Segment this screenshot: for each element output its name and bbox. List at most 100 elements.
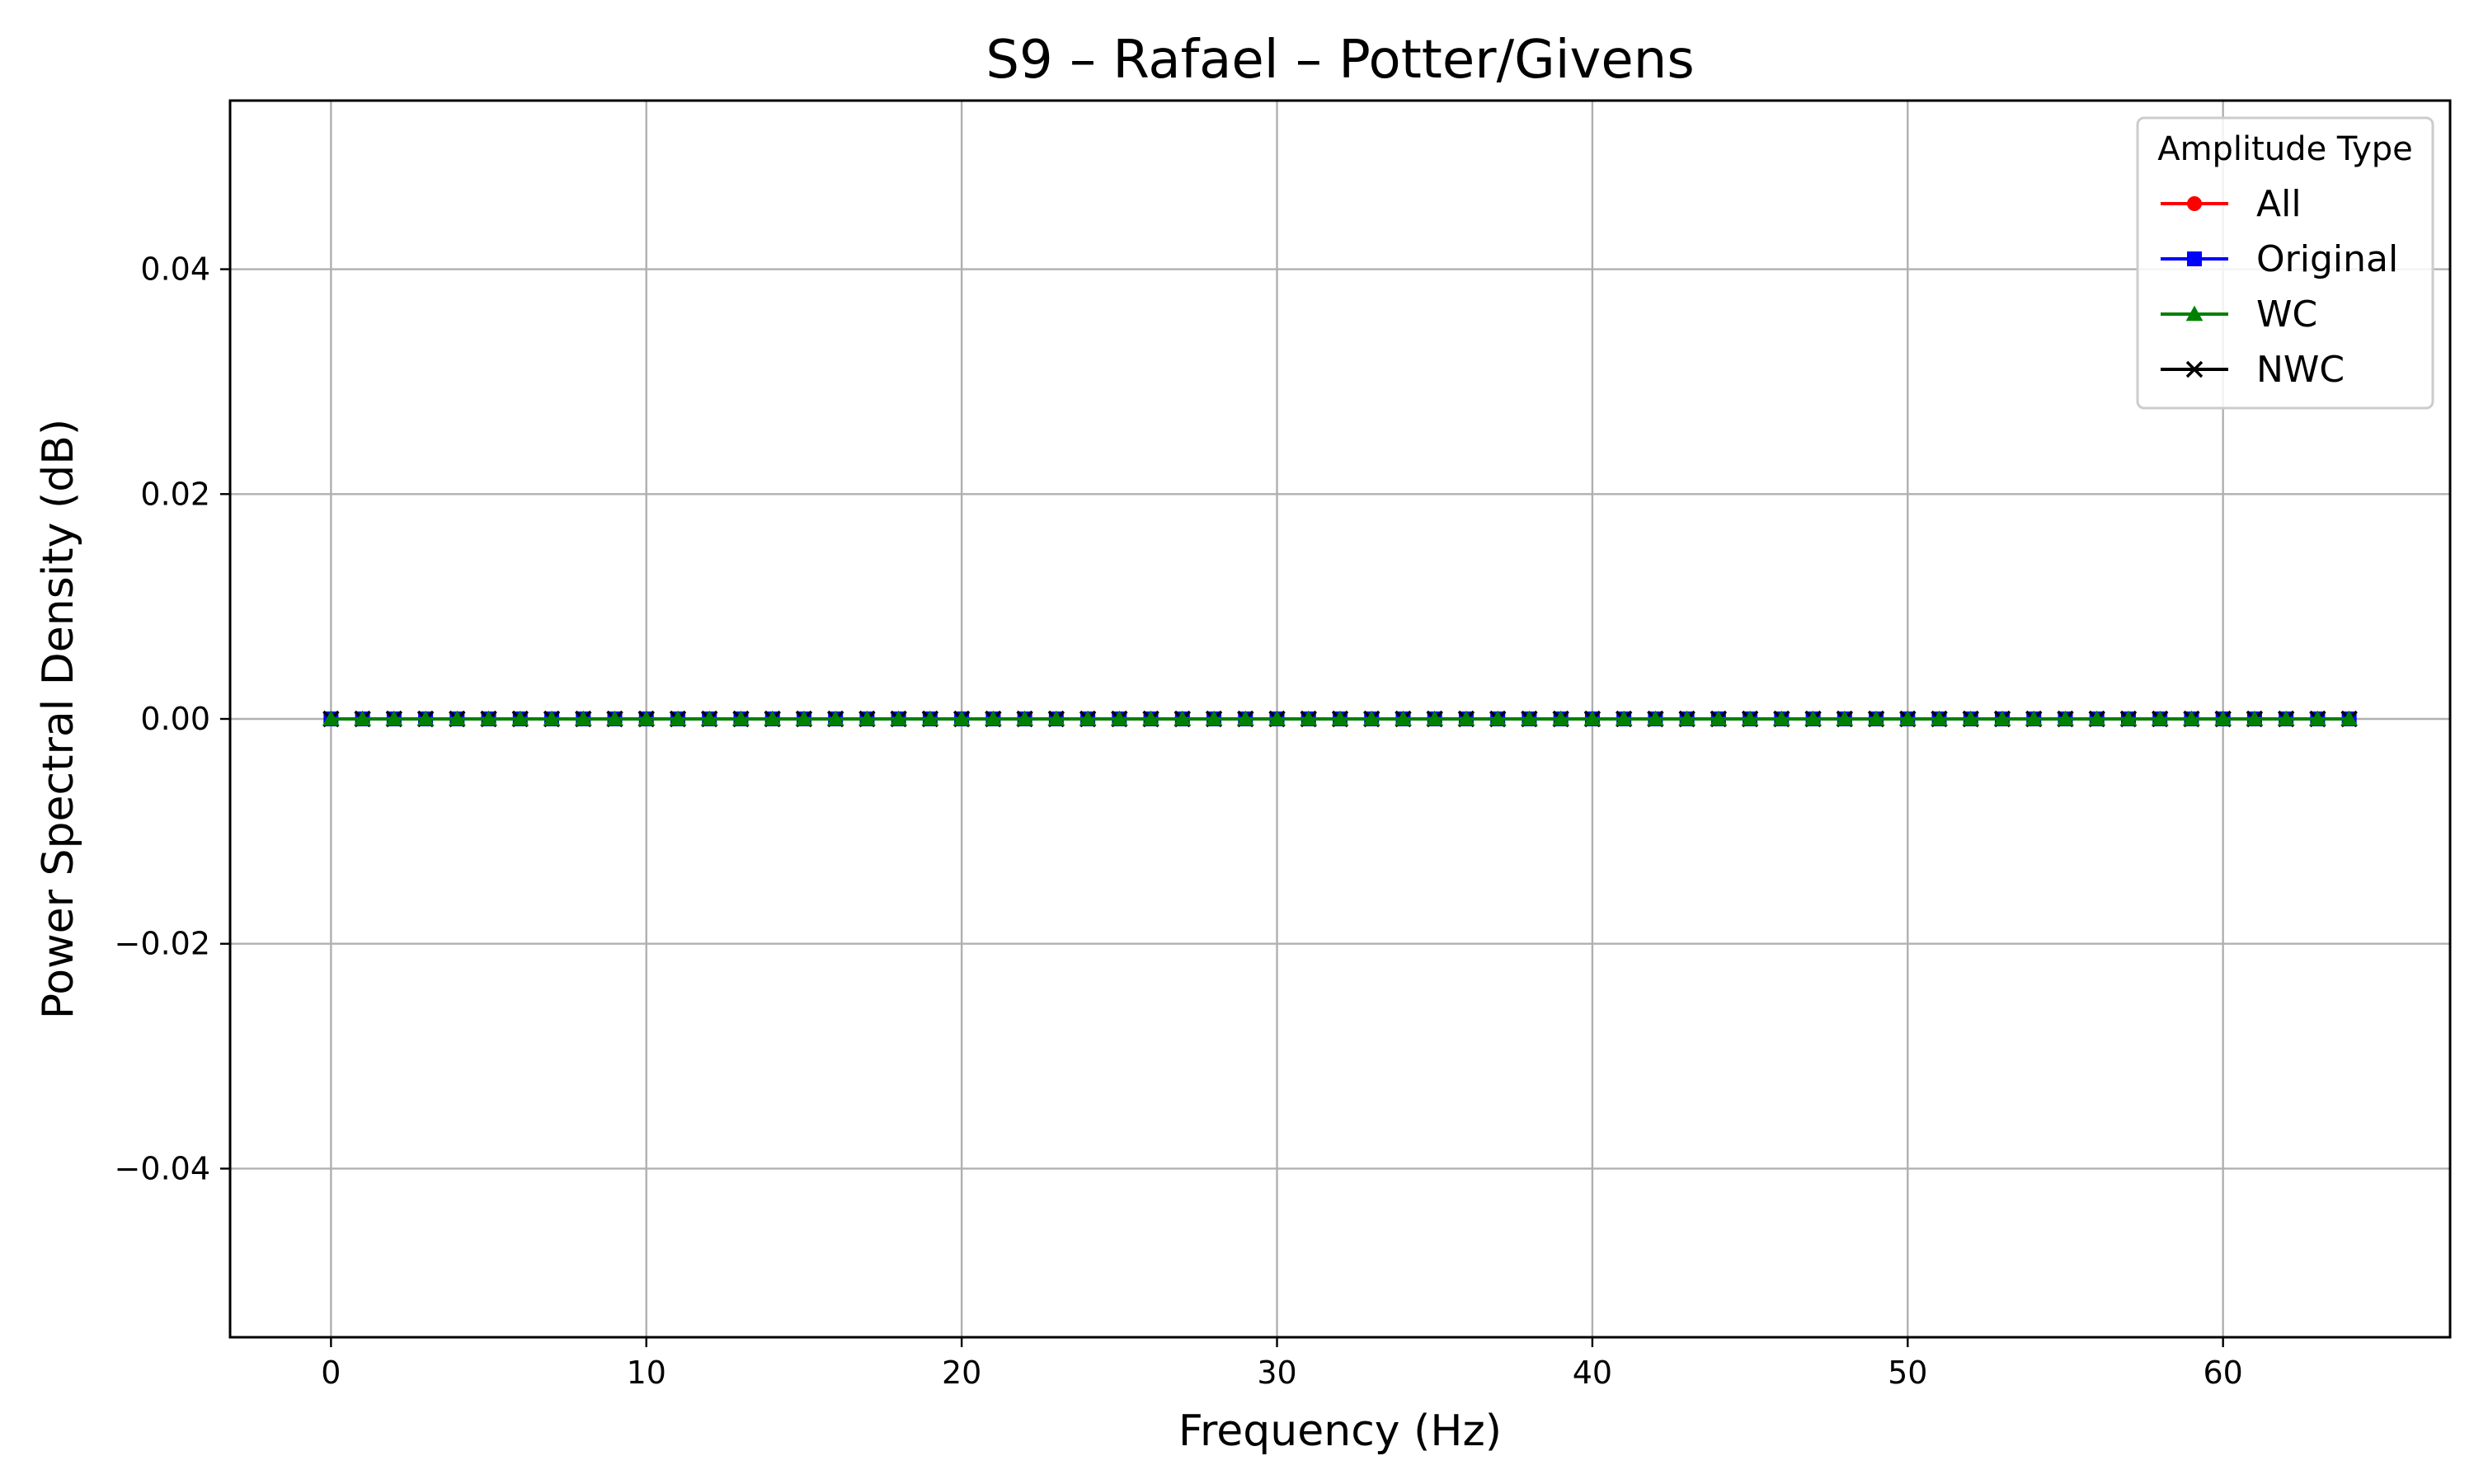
y-tick-label: −0.02 — [115, 926, 210, 962]
data-point-wc — [1993, 710, 2011, 726]
data-point-wc — [448, 710, 466, 726]
legend-marker-original — [2187, 251, 2202, 266]
data-point-wc — [1110, 710, 1128, 726]
legend-label-nwc: NWC — [2256, 349, 2345, 391]
x-tick-label: 0 — [321, 1355, 341, 1391]
data-point-wc — [952, 710, 971, 726]
data-point-wc — [1521, 710, 1538, 726]
data-point-wc — [1962, 710, 1980, 726]
data-point-wc — [2088, 710, 2106, 726]
data-point-wc — [480, 710, 497, 726]
x-axis-label: Frequency (Hz) — [1178, 1407, 1502, 1456]
data-point-wc — [1489, 710, 1507, 726]
data-point-wc — [1710, 710, 1728, 726]
y-tick-label: 0.04 — [140, 251, 210, 288]
x-tick-label: 20 — [942, 1355, 981, 1391]
y-axis-label: Power Spectral Density (dB) — [34, 419, 83, 1019]
legend: Amplitude Type All Original WC NWC — [2136, 116, 2434, 410]
data-point-wc — [1583, 710, 1602, 726]
data-point-wc — [795, 710, 813, 726]
data-point-wc — [1205, 710, 1223, 726]
y-tick-label: 0.02 — [140, 476, 210, 512]
data-point-wc — [2277, 710, 2295, 726]
data-point-wc — [2246, 710, 2264, 726]
series-layer — [322, 710, 2358, 728]
legend-entries: All Original WC NWC — [2161, 183, 2398, 391]
data-point-wc — [416, 710, 435, 726]
data-point-wc — [1331, 710, 1349, 726]
legend-entry-wc: WC — [2161, 294, 2317, 336]
data-point-wc — [637, 710, 656, 726]
data-point-wc — [700, 710, 718, 726]
data-point-wc — [2119, 710, 2138, 726]
x-tick-label: 50 — [1888, 1355, 1927, 1391]
data-point-wc — [1647, 710, 1664, 726]
data-point-wc — [732, 710, 750, 726]
data-point-wc — [1615, 710, 1633, 726]
x-tick-label: 60 — [2204, 1355, 2243, 1391]
x-tick-label: 10 — [627, 1355, 666, 1391]
data-point-wc — [2340, 710, 2358, 726]
data-point-wc — [1836, 710, 1854, 726]
x-tick-label: 30 — [1257, 1355, 1296, 1391]
data-point-wc — [574, 710, 592, 726]
data-point-wc — [1236, 710, 1254, 726]
series-wc — [322, 710, 2358, 726]
data-point-wc — [1741, 710, 1759, 726]
data-point-wc — [2309, 710, 2326, 726]
data-point-wc — [2151, 710, 2169, 726]
data-point-wc — [2183, 710, 2200, 726]
data-point-wc — [669, 710, 687, 726]
data-point-wc — [2025, 710, 2043, 726]
data-point-wc — [1362, 710, 1380, 726]
data-point-wc — [2214, 710, 2232, 726]
x-tick-label: 40 — [1573, 1355, 1612, 1391]
data-point-wc — [1867, 710, 1885, 726]
legend-marker-wc — [2185, 305, 2204, 322]
data-point-wc — [1804, 710, 1822, 726]
data-point-wc — [1300, 710, 1318, 726]
legend-label-all: All — [2256, 183, 2302, 225]
data-point-wc — [322, 710, 340, 726]
data-point-wc — [1395, 710, 1412, 726]
data-point-wc — [1268, 710, 1286, 726]
data-point-wc — [385, 710, 403, 726]
data-point-wc — [354, 710, 371, 726]
data-point-wc — [1016, 710, 1033, 726]
data-point-wc — [1079, 710, 1097, 726]
x-axis-ticks: 0 10 20 30 40 50 60 — [321, 1337, 2243, 1391]
data-point-wc — [511, 710, 529, 726]
y-tick-label: −0.04 — [115, 1150, 210, 1186]
data-point-wc — [1174, 710, 1192, 726]
legend-entry-original: Original — [2161, 238, 2398, 280]
legend-label-original: Original — [2256, 238, 2398, 280]
data-point-wc — [921, 710, 939, 726]
data-point-wc — [985, 710, 1002, 726]
data-point-wc — [1552, 710, 1570, 726]
legend-box — [2136, 116, 2434, 410]
legend-label-wc: WC — [2256, 294, 2317, 336]
chart-title: S9 – Rafael – Potter/Givens — [985, 30, 1694, 91]
legend-marker-all — [2187, 196, 2202, 211]
y-axis-ticks: 0.04 0.02 0.00 −0.02 −0.04 — [115, 251, 230, 1186]
data-point-wc — [1457, 710, 1475, 726]
data-point-wc — [1898, 710, 1917, 726]
legend-entry-nwc: NWC — [2161, 349, 2345, 391]
data-point-wc — [1931, 710, 1948, 726]
data-point-wc — [2057, 710, 2074, 726]
data-point-wc — [858, 710, 876, 726]
y-tick-label: 0.00 — [140, 701, 210, 737]
data-point-wc — [1678, 710, 1696, 726]
legend-title: Amplitude Type — [2157, 130, 2413, 168]
data-point-wc — [1142, 710, 1159, 726]
legend-entry-all: All — [2161, 183, 2302, 225]
data-point-wc — [826, 710, 844, 726]
data-point-wc — [764, 710, 782, 726]
legend-marker-nwc — [2185, 360, 2204, 378]
data-point-wc — [890, 710, 908, 726]
data-point-wc — [1426, 710, 1444, 726]
data-point-wc — [543, 710, 561, 726]
data-point-wc — [1772, 710, 1790, 726]
